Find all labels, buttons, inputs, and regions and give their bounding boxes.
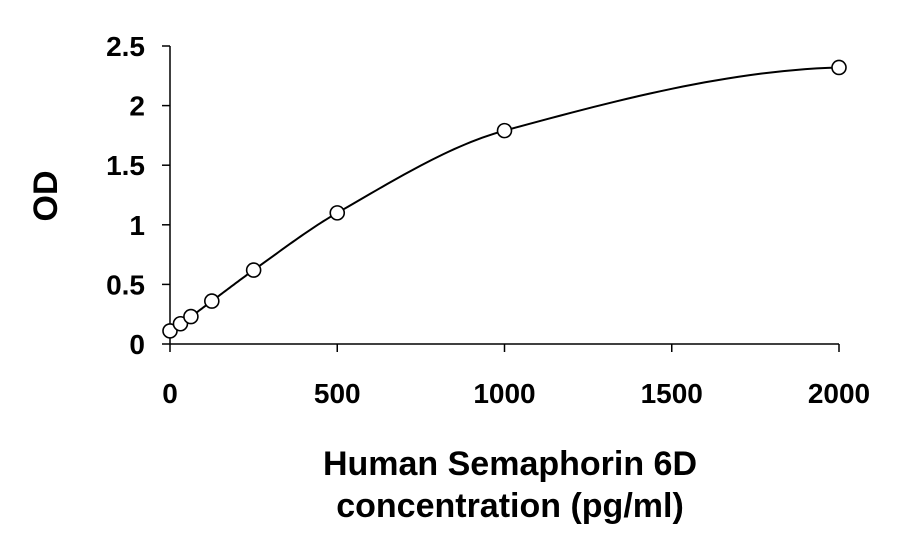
- y-tick-label: 0.5: [106, 269, 145, 300]
- data-point: [831, 59, 847, 76]
- data-point: [496, 122, 513, 139]
- y-tick-label: 1: [129, 210, 145, 241]
- x-tick-label: 0: [162, 378, 178, 409]
- axes: [162, 45, 840, 352]
- tick-labels: 0 0.5 1 1.5 2 2.5 0 500 1000 1500 2000: [106, 31, 870, 409]
- data-point: [329, 205, 346, 221]
- fit-curve-layer: [169, 66, 840, 332]
- x-tick-label: 1000: [473, 378, 535, 409]
- y-tick-label: 2: [129, 91, 145, 122]
- fit-curve: [169, 66, 840, 332]
- data-point: [172, 315, 189, 332]
- x-tick-label: 2000: [808, 378, 870, 409]
- x-tick-label: 1500: [641, 378, 703, 409]
- y-tick-label: 1.5: [106, 150, 145, 181]
- y-tick-label: 2.5: [106, 31, 145, 62]
- data-point: [183, 308, 199, 325]
- data-point: [245, 262, 262, 278]
- data-point: [204, 293, 220, 309]
- data-point: [162, 323, 178, 339]
- x-axis-title-line-2: concentration (pg/ml): [336, 487, 684, 525]
- x-tick-label: 500: [314, 378, 361, 409]
- x-axis-title-line-1: Human Semaphorin 6D: [323, 445, 697, 483]
- y-axis-title: OD: [27, 171, 65, 222]
- y-tick-label: 0: [129, 329, 145, 360]
- data-points: [162, 59, 847, 339]
